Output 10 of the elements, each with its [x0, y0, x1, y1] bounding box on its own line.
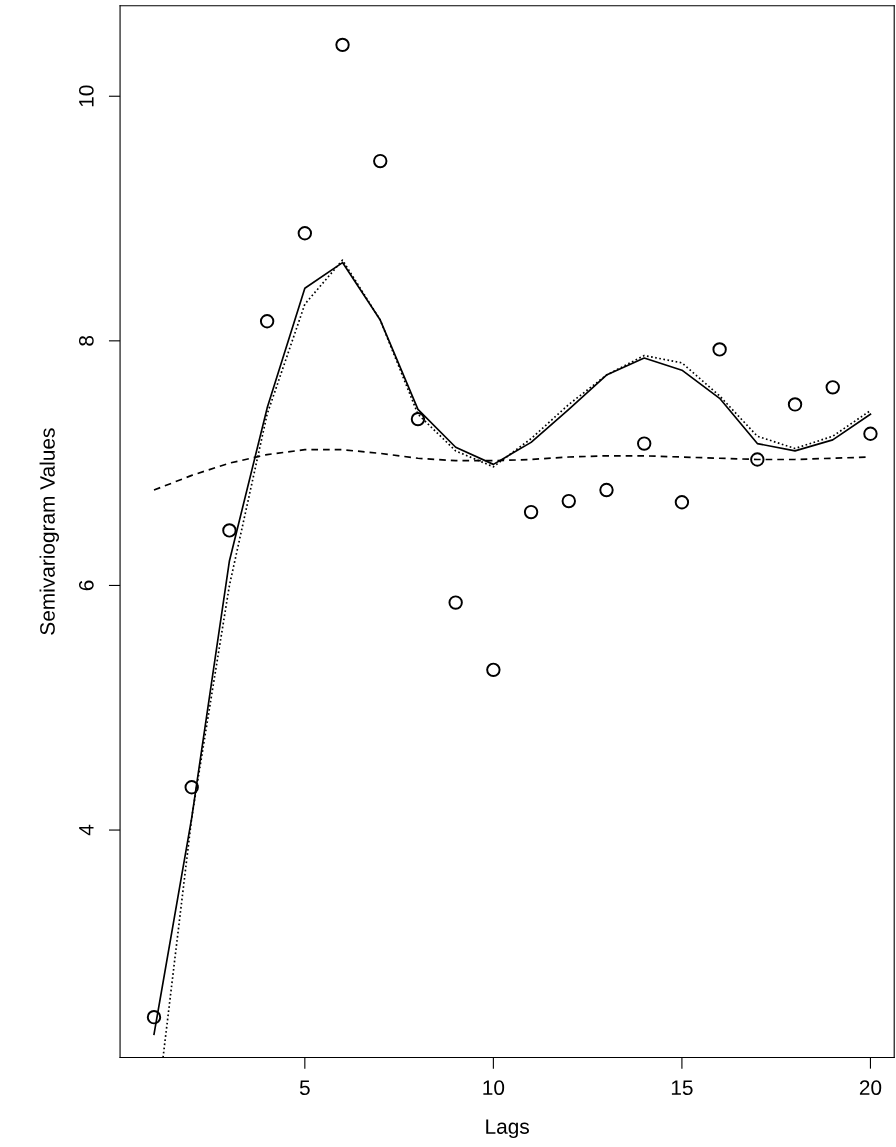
y-tick-label: 10 [78, 85, 94, 107]
x-axis-title: Lags [486, 1119, 529, 1139]
x-tick-label: 10 [483, 1080, 505, 1096]
x-tick-label: 20 [859, 1080, 882, 1096]
y-tick-label: 6 [78, 580, 94, 591]
x-tick-label: 15 [671, 1080, 693, 1096]
y-tick-label: 4 [79, 824, 94, 836]
y-tick-label: 8 [78, 335, 94, 346]
x-tick-label: 5 [299, 1080, 310, 1096]
y-axis-title: Semivariogram Values [39, 428, 59, 635]
